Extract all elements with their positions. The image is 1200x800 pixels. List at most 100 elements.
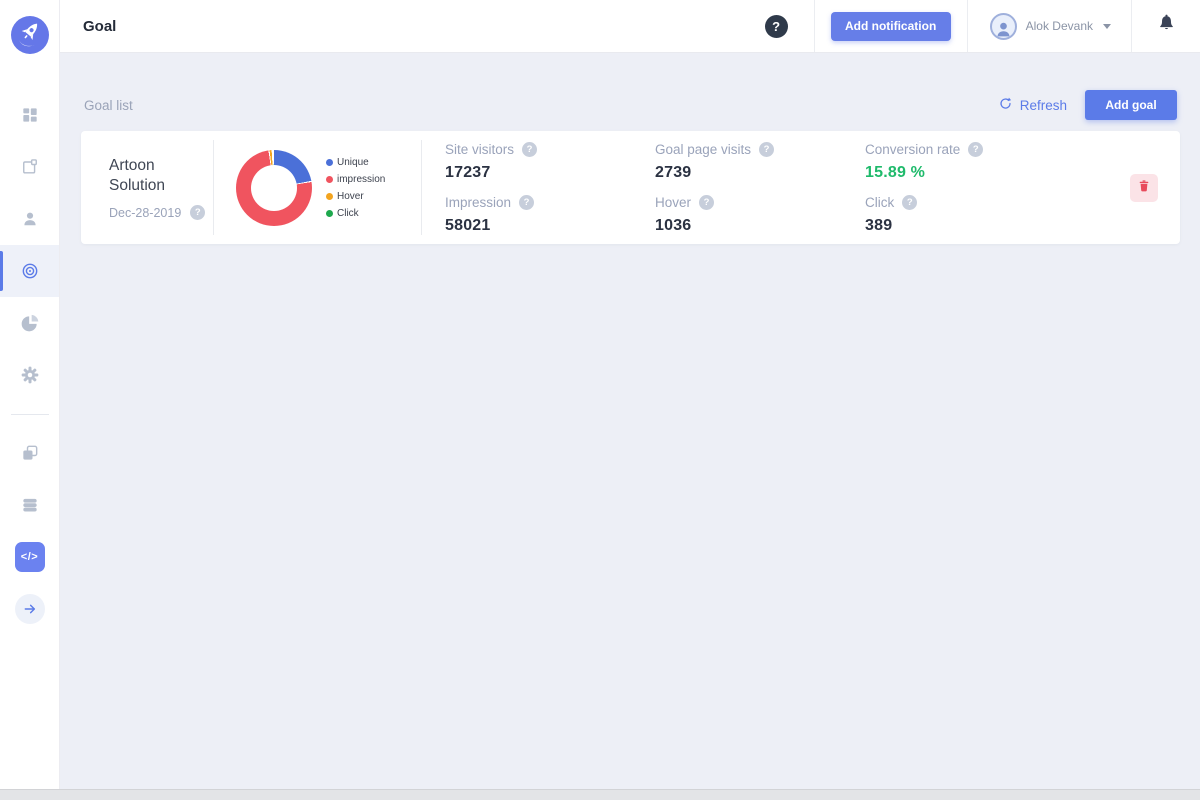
avatar <box>989 12 1017 40</box>
gear-icon <box>20 365 40 385</box>
code-icon: </> <box>14 542 45 572</box>
goal-name: Artoon Solution <box>109 157 166 195</box>
add-goal-button[interactable]: Add goal <box>1085 90 1177 120</box>
sidebar-item-code[interactable]: </> <box>0 531 59 583</box>
donut-chart <box>236 149 312 226</box>
sidebar-item-settings[interactable] <box>0 349 59 401</box>
refresh-button[interactable]: Refresh <box>998 96 1067 114</box>
content: Goal list Refresh Add goal Artoon Soluti… <box>60 90 1200 244</box>
sidebar: </> <box>0 0 60 790</box>
arrow-right-icon <box>14 594 45 624</box>
stat-value: 1036 <box>655 217 692 234</box>
bell-icon <box>1156 13 1177 39</box>
help-bubble-icon[interactable]: ? <box>522 142 538 157</box>
sidebar-item-users[interactable] <box>0 193 59 245</box>
legend-label: impression <box>337 173 386 185</box>
grid-icon <box>20 105 40 125</box>
stat-impression: Impression ? 58021 <box>445 195 655 248</box>
help-bubble-icon[interactable]: ? <box>902 195 918 210</box>
stat-label: Hover <box>655 195 692 210</box>
topbar-divider <box>1131 0 1132 52</box>
goal-chart-column: Unique impression Hover Click <box>214 131 421 244</box>
refresh-icon <box>998 96 1013 114</box>
main-area: Goal ? Add notification Alok Devank <box>60 0 1200 800</box>
topbar-divider <box>813 0 815 52</box>
stat-value: 15.89 % <box>865 164 926 181</box>
stat-label: Conversion rate <box>865 142 961 157</box>
database-icon <box>20 495 40 515</box>
goal-stats: Site visitors ? 17237 Goal page visits ?… <box>422 131 1180 244</box>
app-logo[interactable] <box>10 16 49 54</box>
stat-site-visitors: Site visitors ? 17237 <box>445 142 655 195</box>
section-title: Goal list <box>84 97 133 113</box>
stat-value: 2739 <box>655 164 692 181</box>
sidebar-item-dashboard[interactable] <box>0 89 59 141</box>
legend-label: Unique <box>337 156 369 168</box>
trash-icon <box>1137 179 1151 196</box>
legend-label: Hover <box>337 190 364 202</box>
notifications-button[interactable] <box>1132 13 1200 39</box>
stat-goal-page-visits: Goal page visits ? 2739 <box>655 142 865 195</box>
help-bubble-icon[interactable]: ? <box>190 205 206 221</box>
page-title: Goal <box>83 17 117 35</box>
target-icon <box>20 261 40 281</box>
legend-item: Hover <box>326 191 385 202</box>
goal-date-row: Dec-28-2019 ? <box>109 205 213 221</box>
box-icon <box>20 157 40 177</box>
stat-conversion-rate: Conversion rate ? 15.89 % <box>865 142 1180 195</box>
topbar-right: ? Add notification Alok Devank <box>764 0 1200 52</box>
stat-value: 58021 <box>445 217 491 234</box>
legend-item: Unique <box>326 157 385 168</box>
question-icon: ? <box>772 18 781 34</box>
user-icon <box>20 209 40 229</box>
sidebar-item-goals[interactable] <box>0 245 59 297</box>
help-bubble-icon[interactable]: ? <box>759 142 775 157</box>
card-divider <box>213 140 214 235</box>
chart-legend: Unique impression Hover Click <box>326 157 385 219</box>
goal-name-column: Artoon Solution Dec-28-2019 ? <box>81 131 213 244</box>
sidebar-item-copy[interactable] <box>0 427 59 479</box>
stat-label: Goal page visits <box>655 142 752 157</box>
chevron-down-icon <box>1103 23 1111 29</box>
help-button[interactable]: ? <box>764 14 788 38</box>
stat-label: Site visitors <box>445 142 515 157</box>
stat-value: 389 <box>865 217 893 234</box>
bottom-edge-strip <box>0 789 1200 800</box>
delete-goal-button[interactable] <box>1130 173 1158 202</box>
user-name: Alok Devank <box>1025 19 1093 33</box>
help-bubble-icon[interactable]: ? <box>699 195 715 210</box>
sidebar-item-expand[interactable] <box>0 583 59 635</box>
legend-dot-hover <box>326 192 333 200</box>
goal-card: Artoon Solution Dec-28-2019 ? Unique <box>81 131 1180 244</box>
sidebar-item-database[interactable] <box>0 479 59 531</box>
stat-click: Click ? 389 <box>865 195 1180 248</box>
copy-icon <box>20 443 40 463</box>
sidebar-item-reports[interactable] <box>0 297 59 349</box>
help-bubble-icon[interactable]: ? <box>519 195 535 210</box>
stat-hover: Hover ? 1036 <box>655 195 865 248</box>
goal-date: Dec-28-2019 <box>109 205 182 220</box>
help-bubble-icon[interactable]: ? <box>968 142 984 157</box>
legend-label: Click <box>337 207 359 219</box>
legend-dot-impression <box>326 175 333 183</box>
add-notification-button[interactable]: Add notification <box>830 11 951 41</box>
goal-list-toolbar: Goal list Refresh Add goal <box>84 90 1177 120</box>
topbar-divider <box>966 0 968 52</box>
rocket-icon <box>11 16 49 54</box>
legend-dot-click <box>326 209 333 217</box>
topbar: Goal ? Add notification Alok Devank <box>60 0 1200 53</box>
stat-label: Impression <box>445 195 512 210</box>
stat-label: Click <box>865 195 895 210</box>
pie-icon <box>20 313 40 333</box>
sidebar-divider <box>10 414 49 415</box>
sidebar-item-projects[interactable] <box>0 141 59 193</box>
sidebar-nav: </> <box>0 89 59 635</box>
legend-item: impression <box>326 174 385 185</box>
legend-item: Click <box>326 208 385 219</box>
refresh-label: Refresh <box>1019 97 1067 113</box>
user-menu[interactable]: Alok Devank <box>968 12 1131 40</box>
legend-dot-unique <box>326 158 333 166</box>
card-divider <box>421 140 422 235</box>
stat-value: 17237 <box>445 164 491 181</box>
